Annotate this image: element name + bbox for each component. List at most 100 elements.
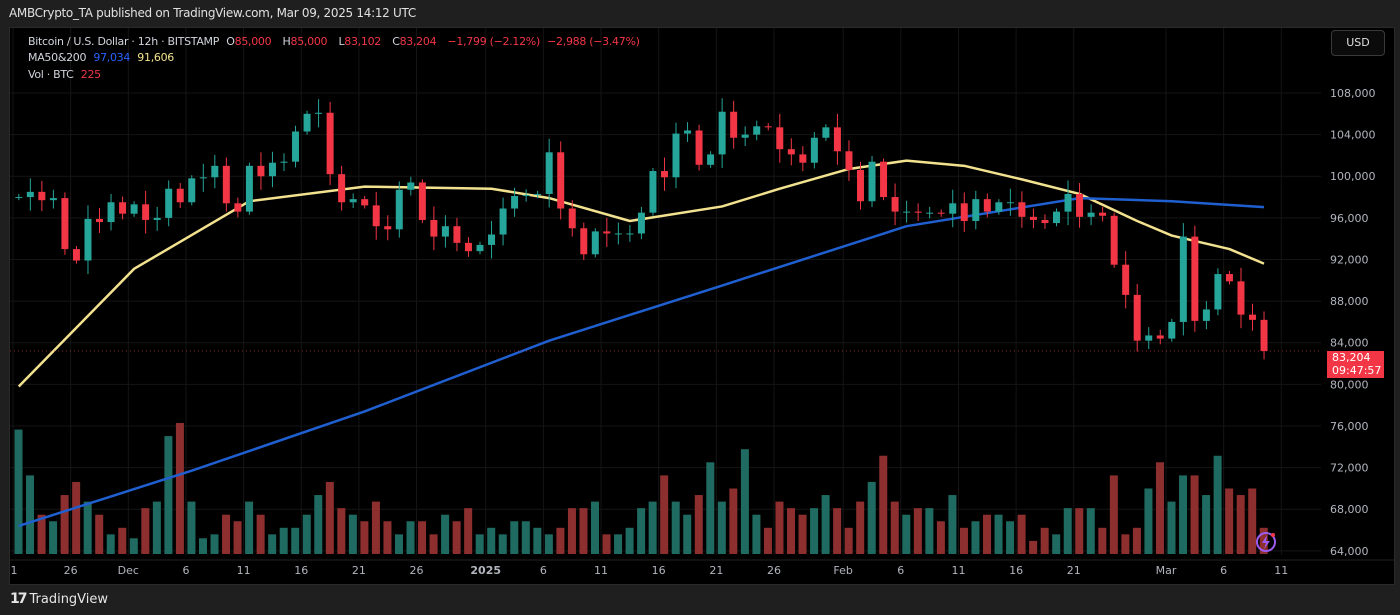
- candle-body: [972, 199, 980, 221]
- x-tick-label: 6: [1220, 564, 1227, 577]
- candle-body: [649, 171, 657, 213]
- y-tick-label: 88,000: [1330, 295, 1369, 308]
- currency-button[interactable]: USD: [1331, 30, 1385, 56]
- price-chart[interactable]: 108,000 104,000 100,000 96,000 92,000 88,000 8…: [10, 28, 1394, 584]
- candle-body: [441, 226, 449, 237]
- tradingview-logo[interactable]: 17 TradingView: [10, 591, 108, 607]
- candle-body: [660, 171, 668, 178]
- candle-body: [1110, 215, 1118, 265]
- volume-bar: [925, 508, 934, 554]
- volume-bar: [464, 508, 473, 554]
- candle-body: [384, 226, 392, 230]
- volume-bar: [360, 521, 369, 554]
- y-tick-label: 92,000: [1330, 253, 1369, 266]
- candle-body: [511, 196, 519, 209]
- candle-body: [84, 218, 92, 261]
- open-label: O: [226, 35, 235, 48]
- volume-bar: [971, 521, 980, 554]
- candle-body: [1076, 193, 1084, 217]
- volume-bar: [279, 527, 288, 554]
- candle-body: [522, 194, 530, 197]
- volume-bar: [1052, 534, 1061, 554]
- volume-bar: [983, 514, 992, 554]
- volume-bar: [833, 508, 842, 554]
- candle-body: [545, 152, 553, 194]
- volume-bar: [141, 508, 150, 554]
- x-tick-label: 26: [767, 564, 781, 577]
- candle-body: [361, 199, 369, 206]
- volume-bar: [441, 514, 450, 554]
- candle-body: [222, 165, 230, 204]
- candle-body: [1006, 202, 1014, 204]
- volume-bar: [302, 514, 311, 554]
- candle-body: [707, 154, 715, 165]
- candle-body: [15, 197, 23, 199]
- candle-body: [1225, 274, 1233, 282]
- candle-body: [38, 191, 46, 201]
- volume-bar: [1017, 514, 1026, 554]
- open-value: 85,000: [234, 35, 272, 48]
- ma200-line: [18, 196, 1265, 528]
- volume-bar: [879, 455, 888, 554]
- volume-bar: [26, 475, 35, 554]
- candle-body: [211, 165, 219, 178]
- x-tick-label: 26: [410, 564, 424, 577]
- y-tick-label: 72,000: [1330, 462, 1369, 475]
- volume-bar: [567, 508, 576, 554]
- candle-body: [557, 152, 565, 209]
- candle-body: [418, 182, 426, 220]
- candle-body: [326, 112, 334, 175]
- candle-body: [1133, 294, 1141, 341]
- volume-bar: [418, 521, 427, 554]
- candle-body: [1214, 274, 1222, 310]
- volume-bar: [129, 538, 138, 554]
- x-tick-label: 6: [897, 564, 904, 577]
- ma200-value: 97,034: [93, 51, 131, 64]
- x-tick-label: 11: [1274, 564, 1288, 577]
- tradingview-logo-icon: 17: [10, 591, 28, 607]
- candle-body: [903, 211, 911, 213]
- x-tick-label: 16: [294, 564, 308, 577]
- volume-bar: [291, 527, 300, 554]
- x-tick-label: 21: [352, 564, 366, 577]
- volume-bar: [579, 508, 588, 554]
- volume-bar: [245, 501, 254, 554]
- volume-bar: [452, 521, 461, 554]
- volume-bar: [348, 514, 357, 554]
- chart-panel[interactable]: 108,000 104,000 100,000 96,000 92,000 88,000 8…: [9, 27, 1395, 585]
- volume-bar: [521, 521, 530, 554]
- bar-countdown: 09:47:57: [1332, 364, 1382, 377]
- candle-body: [914, 211, 922, 213]
- volume-bar: [222, 514, 231, 554]
- candle-body: [488, 234, 496, 245]
- volume-bar: [775, 501, 784, 554]
- volume-bar: [810, 508, 819, 554]
- volume-bar: [1248, 488, 1257, 554]
- icon-bolt: [1262, 535, 1270, 549]
- volume-bar: [187, 501, 196, 554]
- y-tick-label: 108,000: [1330, 87, 1376, 100]
- candle-body: [1156, 335, 1164, 339]
- candle-body: [280, 161, 288, 163]
- candle-body: [268, 162, 276, 177]
- volume-bar: [671, 501, 680, 554]
- volume-bar: [1167, 501, 1176, 554]
- candle-body: [61, 198, 69, 250]
- volume-bar: [337, 508, 346, 554]
- candle-body: [845, 151, 853, 171]
- volume-bar: [902, 514, 911, 554]
- candle-body: [153, 217, 161, 220]
- candle-body: [107, 202, 115, 223]
- volume-bar: [683, 514, 692, 554]
- candle-body: [1237, 281, 1245, 315]
- ma50-value: 91,606: [137, 51, 174, 64]
- volume-bar: [49, 521, 58, 554]
- candle-body: [753, 126, 761, 135]
- volume-value: 225: [80, 68, 101, 81]
- candle-body: [741, 134, 749, 138]
- x-tick-label: 11: [594, 564, 608, 577]
- volume-bar: [1098, 527, 1107, 554]
- volume-bar: [1086, 508, 1095, 554]
- candle-body: [1041, 219, 1049, 224]
- candle-body: [1122, 264, 1130, 295]
